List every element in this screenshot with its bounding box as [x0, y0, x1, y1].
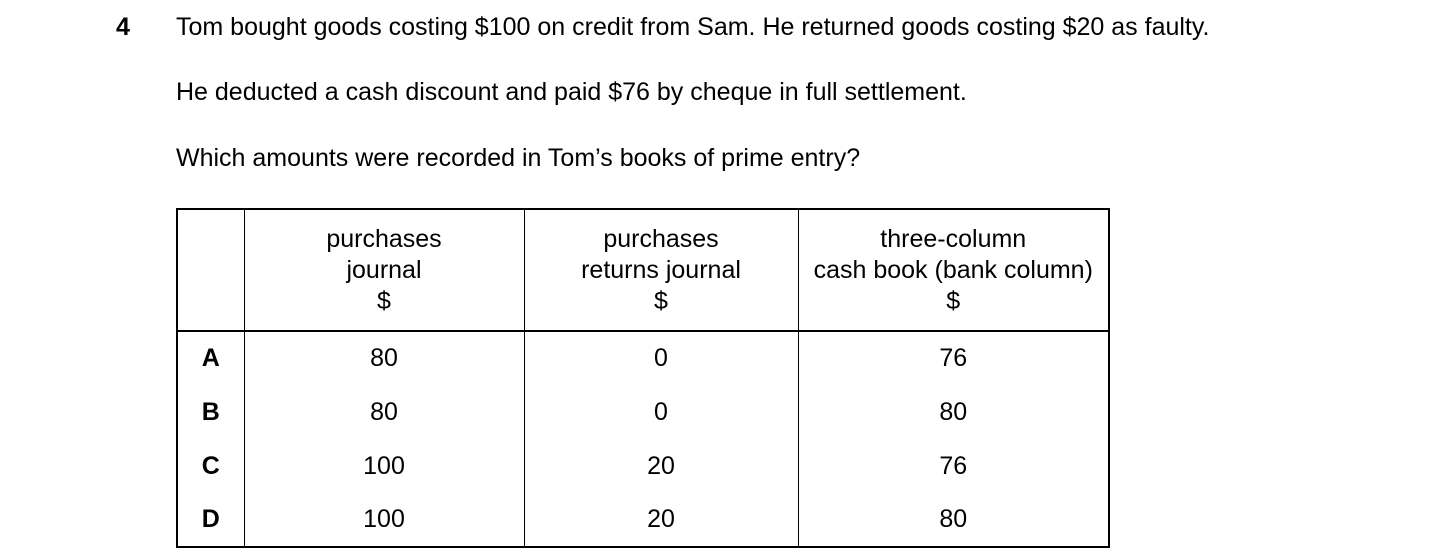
cash-book-header: three-column cash book (bank column) $ [797, 208, 1110, 332]
purchases-journal-value: 80 [243, 385, 525, 439]
header-line: three-column [880, 224, 1027, 253]
currency-symbol: $ [654, 286, 668, 315]
purchases-returns-value: 0 [523, 331, 799, 385]
answer-options-table: purchases journal $ purchases returns jo… [176, 208, 1110, 548]
question-text-line-1: Tom bought goods costing $100 on credit … [176, 13, 1210, 41]
cash-book-value: 76 [797, 439, 1110, 493]
table-header-row: purchases journal $ purchases returns jo… [176, 208, 1110, 332]
purchases-returns-value: 20 [523, 439, 799, 493]
option-row-b: B 80 0 80 [176, 385, 1110, 439]
currency-symbol: $ [377, 286, 391, 315]
header-line: journal [346, 255, 422, 284]
purchases-journal-header: purchases journal $ [243, 208, 525, 332]
purchases-returns-journal-header: purchases returns journal $ [523, 208, 799, 332]
purchases-returns-value: 0 [523, 385, 799, 439]
purchases-journal-value: 100 [243, 493, 525, 547]
purchases-journal-value: 100 [243, 439, 525, 493]
header-line: purchases [603, 224, 719, 253]
question-text-line-2: He deducted a cash discount and paid $76… [176, 78, 967, 106]
option-row-d: D 100 20 80 [176, 493, 1110, 547]
purchases-journal-value: 80 [243, 331, 525, 385]
option-row-c: C 100 20 76 [176, 439, 1110, 493]
option-letter: C [176, 439, 245, 493]
option-letter: D [176, 493, 245, 547]
option-row-a: A 80 0 76 [176, 331, 1110, 385]
option-letter: A [176, 331, 245, 385]
cash-book-value: 80 [797, 385, 1110, 439]
question-prompt: Which amounts were recorded in Tom’s boo… [176, 144, 861, 172]
header-line: cash book (bank column) [813, 255, 1093, 284]
option-letter: B [176, 385, 245, 439]
purchases-returns-value: 20 [523, 493, 799, 547]
currency-symbol: $ [946, 286, 961, 315]
cash-book-value: 76 [797, 331, 1110, 385]
cash-book-value: 80 [797, 493, 1110, 547]
header-line: returns journal [581, 255, 741, 284]
header-line: purchases [326, 224, 442, 253]
option-column-header [176, 208, 245, 332]
question-number: 4 [116, 13, 130, 41]
